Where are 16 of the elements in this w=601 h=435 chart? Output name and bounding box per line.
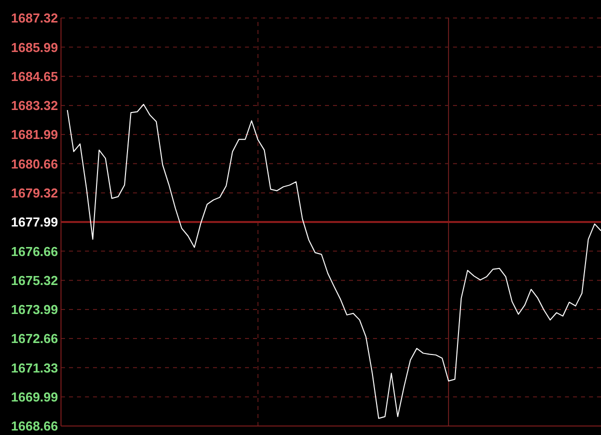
y-tick-label: 1671.33 xyxy=(11,360,58,376)
y-tick-label: 1668.66 xyxy=(11,418,58,434)
y-tick-label: 1680.66 xyxy=(11,156,58,172)
y-tick-label: 1675.32 xyxy=(11,273,58,288)
y-tick-label: 1681.99 xyxy=(11,127,58,142)
y-tick-label: 1669.99 xyxy=(11,390,58,405)
y-tick-label: 1684.65 xyxy=(11,69,58,84)
y-tick-label: 1676.66 xyxy=(11,244,58,259)
y-tick-label: 1673.99 xyxy=(11,302,58,318)
line-series xyxy=(66,104,601,419)
y-tick-label: 1687.32 xyxy=(11,10,58,26)
y-tick-label: 1672.66 xyxy=(11,331,58,346)
y-tick-label: 1683.32 xyxy=(11,98,58,114)
y-tick-label: 1677.99 xyxy=(11,214,58,230)
y-tick-label: 1679.32 xyxy=(11,186,58,201)
y-tick-label: 1685.99 xyxy=(11,40,58,55)
